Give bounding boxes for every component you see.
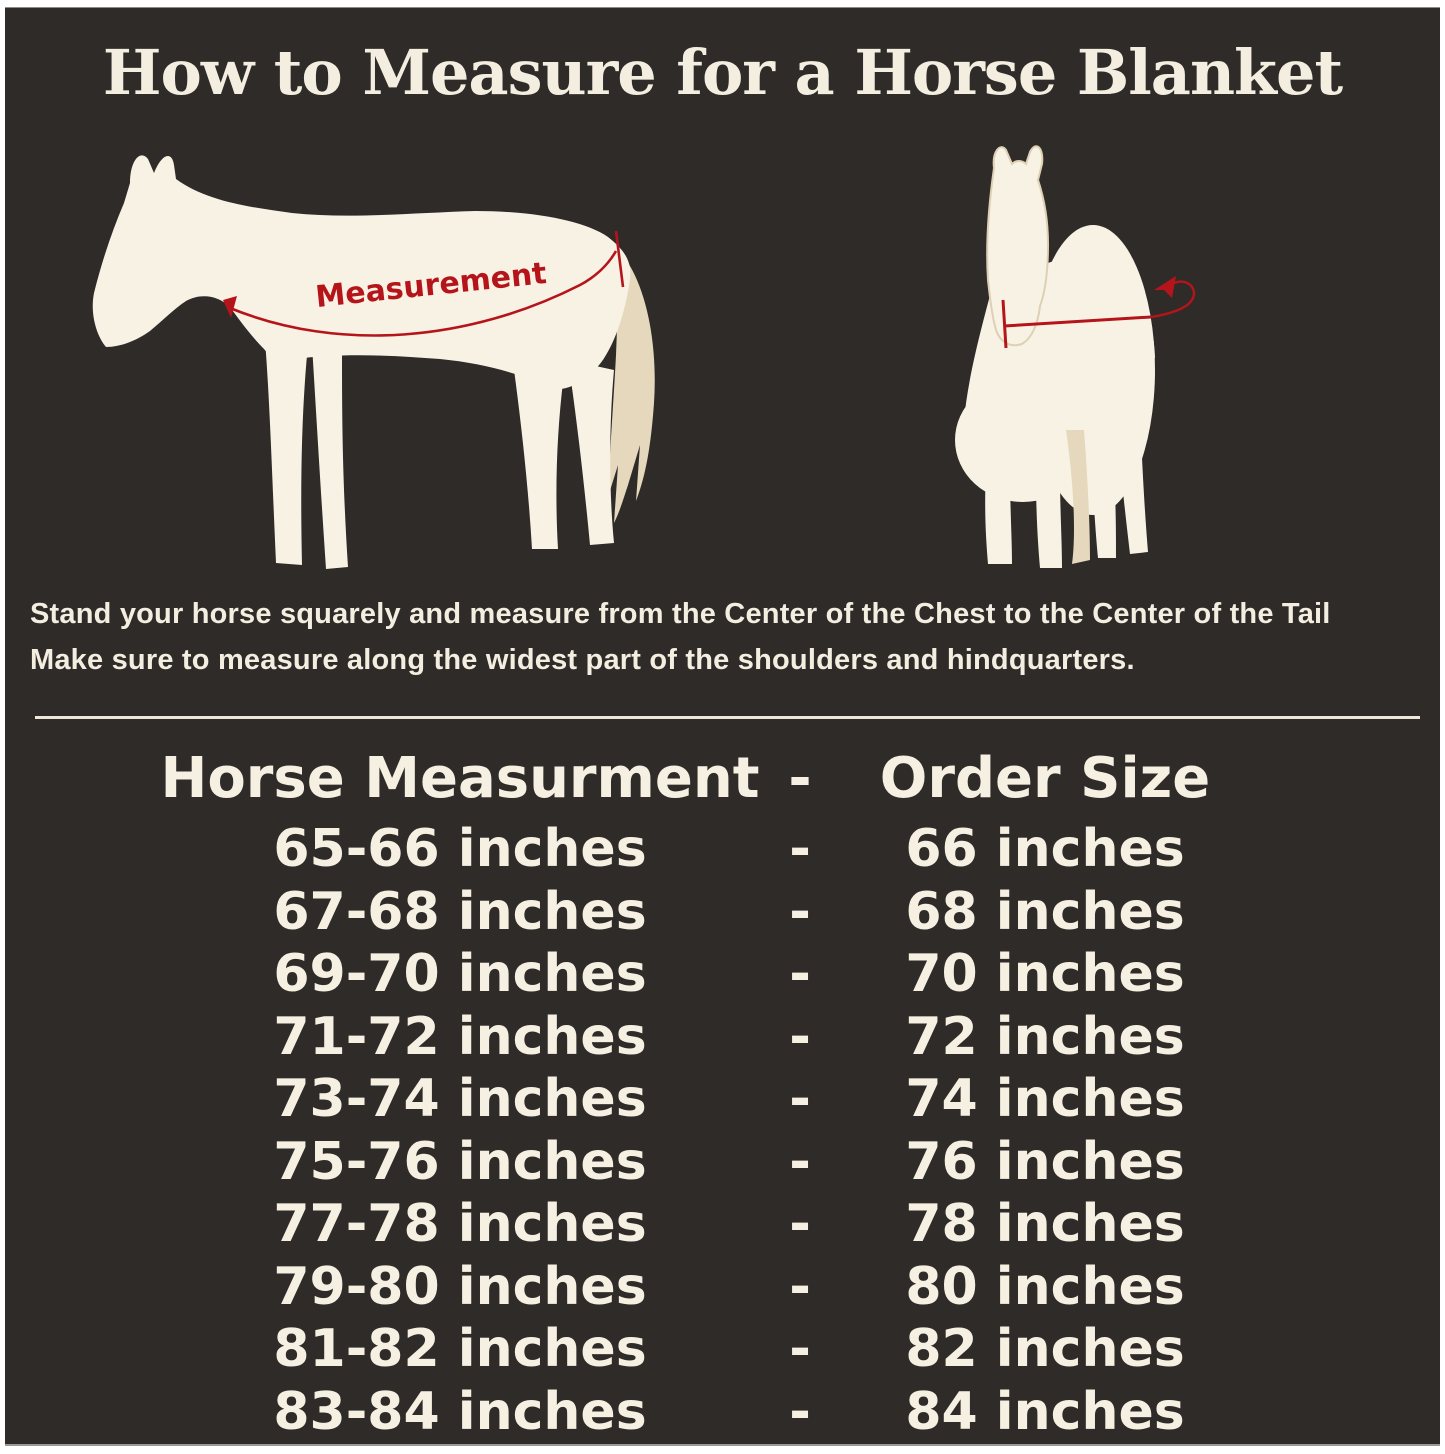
table-row: 73-74 inches - 74 inches <box>0 1068 1445 1131</box>
horse-front-legs <box>265 340 348 569</box>
order-size-value: 68 inches <box>905 881 1185 942</box>
horse-measurement-value: 75-76 inches <box>273 1131 647 1192</box>
order-size-value: 72 inches <box>905 1006 1185 1067</box>
horse-shoulder <box>1036 258 1155 358</box>
row-separator: - <box>789 1194 811 1255</box>
table-row: 67-68 inches - 68 inches <box>0 881 1445 944</box>
horse-front-legs <box>985 470 1062 568</box>
instruction-text: Stand your horse squarely and measure fr… <box>30 591 1425 683</box>
header-separator: - <box>788 746 812 811</box>
table-row: 77-78 inches - 78 inches <box>0 1193 1445 1256</box>
horse-measurement-value: 67-68 inches <box>273 881 647 942</box>
row-separator: - <box>789 881 811 942</box>
page-title: How to Measure for a Horse Blanket <box>102 36 1343 109</box>
table-row: 75-76 inches - 76 inches <box>0 1131 1445 1194</box>
horse-head <box>986 145 1050 347</box>
order-size-value: 80 inches <box>905 1256 1185 1317</box>
horse-hind-legs <box>1092 458 1148 558</box>
front-view-horse-illustration <box>955 145 1196 568</box>
table-row: 71-72 inches - 72 inches <box>0 1006 1445 1069</box>
horse-measurement-value: 69-70 inches <box>273 944 647 1005</box>
horse-leg-shading <box>1066 430 1090 564</box>
horse-hind-legs <box>512 355 614 549</box>
order-size-value: 66 inches <box>905 819 1185 880</box>
order-size-value: 84 inches <box>905 1381 1185 1442</box>
horse-body <box>92 155 631 390</box>
horse-measurement-value: 71-72 inches <box>273 1006 647 1067</box>
table-row: 65-66 inches - 66 inches <box>0 818 1445 881</box>
instruction-line-2: Make sure to measure along the widest pa… <box>30 644 1135 676</box>
row-separator: - <box>789 1069 811 1130</box>
row-separator: - <box>789 819 811 880</box>
size-table-header: Horse Measurment - Order Size <box>0 740 1445 818</box>
measurement-end-tick <box>614 230 625 288</box>
measurement-start-arrow <box>223 296 237 318</box>
header-order-size: Order Size <box>879 746 1211 811</box>
table-row: 79-80 inches - 80 inches <box>0 1256 1445 1319</box>
measurement-loop <box>1150 280 1196 319</box>
horse-measurement-value: 77-78 inches <box>273 1194 647 1255</box>
instruction-line-1: Stand your horse squarely and measure fr… <box>30 598 1331 630</box>
horse-measurement-value: 73-74 inches <box>273 1069 647 1130</box>
header-horse-measurement: Horse Measurment <box>160 746 760 811</box>
side-view-horse-illustration: Measurement <box>92 155 655 569</box>
horse-measurement-value: 83-84 inches <box>273 1381 647 1442</box>
size-table: Horse Measurment - Order Size 65-66 inch… <box>0 740 1445 1443</box>
order-size-value: 76 inches <box>905 1131 1185 1192</box>
order-size-value: 74 inches <box>905 1069 1185 1130</box>
horse-measurement-value: 65-66 inches <box>273 819 647 880</box>
row-separator: - <box>789 944 811 1005</box>
table-row: 81-82 inches - 82 inches <box>0 1318 1445 1381</box>
measurement-start-tick <box>1001 299 1008 349</box>
divider-line <box>35 716 1420 719</box>
order-size-value: 82 inches <box>905 1319 1185 1380</box>
table-row: 83-84 inches - 84 inches <box>0 1381 1445 1444</box>
row-separator: - <box>789 1006 811 1067</box>
row-separator: - <box>789 1131 811 1192</box>
order-size-value: 70 inches <box>905 944 1185 1005</box>
row-separator: - <box>789 1256 811 1317</box>
measurement-line <box>229 250 618 337</box>
measurement-line <box>1003 315 1152 328</box>
horse-figures: Measurement <box>0 0 1445 600</box>
order-size-value: 78 inches <box>905 1194 1185 1255</box>
row-separator: - <box>789 1381 811 1442</box>
horse-measurement-value: 79-80 inches <box>273 1256 647 1317</box>
size-table-body: 65-66 inches - 66 inches 67-68 inches - 68 in… <box>0 818 1445 1443</box>
table-row: 69-70 inches - 70 inches <box>0 943 1445 1006</box>
measurement-arrowhead <box>1154 276 1176 298</box>
row-separator: - <box>789 1319 811 1380</box>
horse-measurement-value: 81-82 inches <box>273 1319 647 1380</box>
